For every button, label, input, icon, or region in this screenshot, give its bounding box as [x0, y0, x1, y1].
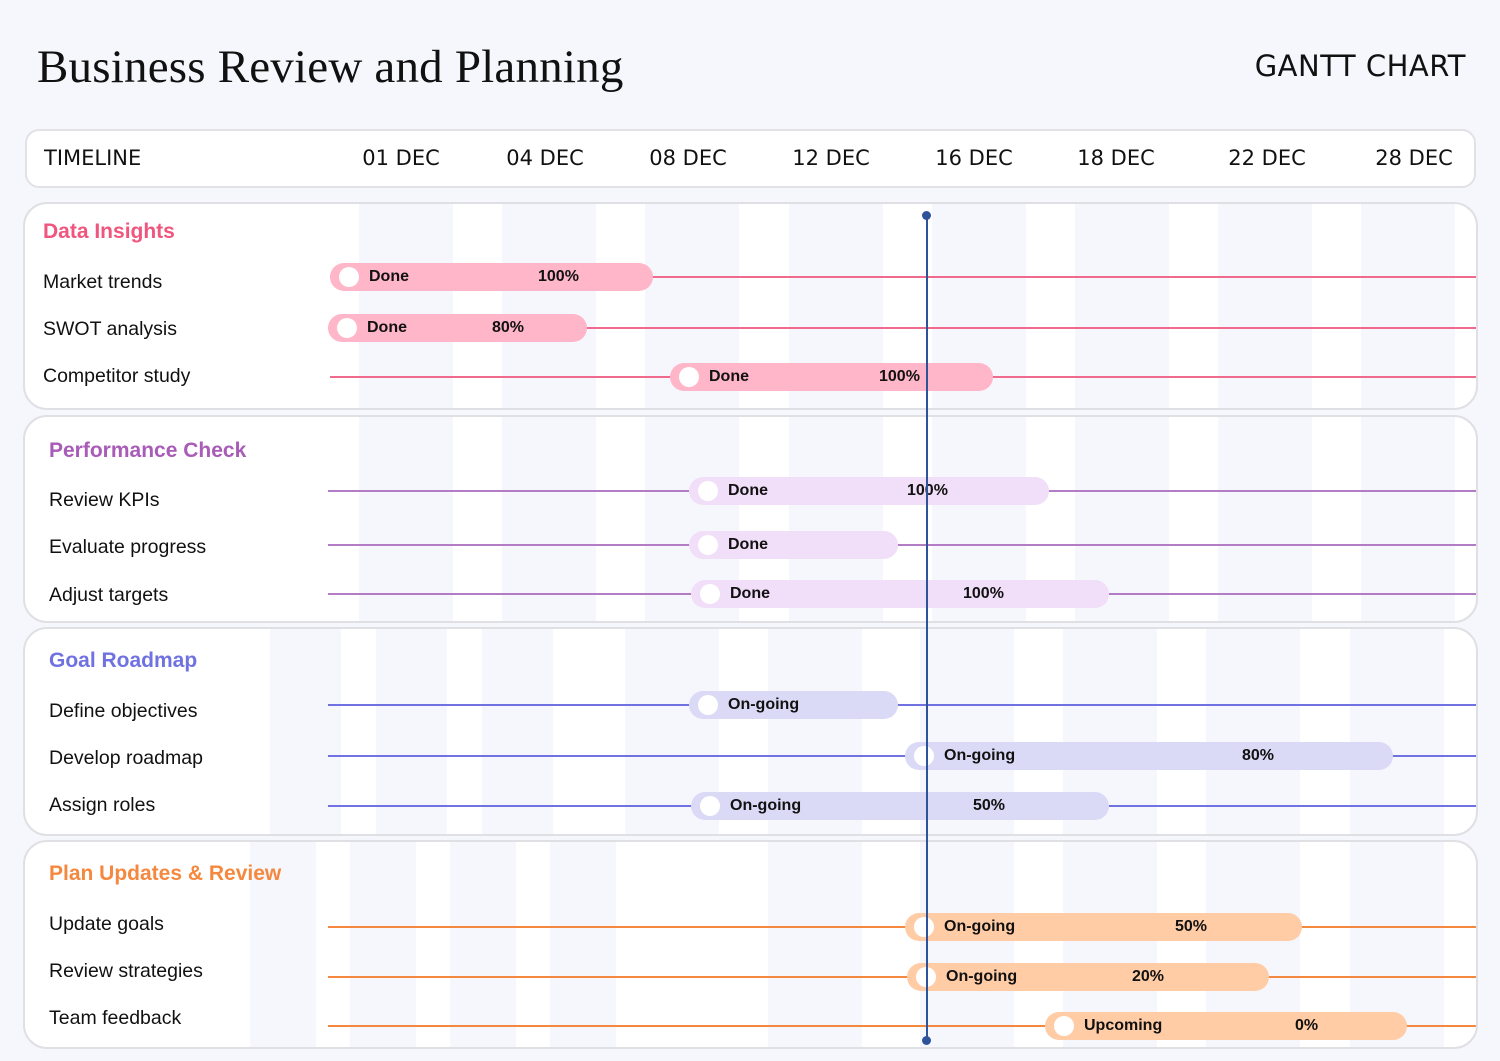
- panel-goal-roadmap: Goal Roadmap Define objectives On-going …: [23, 627, 1478, 836]
- task-status: Done: [728, 536, 768, 553]
- tick-18-dec: 18 DEC: [1077, 146, 1155, 170]
- task-status: Done: [728, 482, 768, 499]
- task-label: Review KPIs: [49, 489, 160, 511]
- task-label: Adjust targets: [49, 584, 169, 606]
- task-label: Develop roadmap: [49, 747, 203, 769]
- task-progress: 50%: [1175, 918, 1208, 935]
- task-bar-define-objectives[interactable]: On-going: [689, 691, 898, 719]
- task-progress: 0%: [1295, 1017, 1319, 1034]
- status-dot-icon: [698, 481, 718, 501]
- timeline-label: TIMELINE: [44, 146, 142, 170]
- page-title: Business Review and Planning: [37, 41, 624, 93]
- today-marker-bottom-dot-icon: [922, 1036, 931, 1045]
- task-status: Done: [709, 368, 749, 385]
- task-bar-review-strategies[interactable]: On-going 20%: [907, 963, 1269, 991]
- task-bar-competitor-study[interactable]: Done 100%: [670, 363, 993, 391]
- task-bar-assign-roles[interactable]: On-going 50%: [691, 792, 1109, 820]
- panel-title: Plan Updates & Review: [49, 862, 282, 885]
- tick-04-dec: 04 DEC: [506, 146, 584, 170]
- task-label: SWOT analysis: [43, 318, 178, 340]
- task-status: Done: [367, 319, 407, 336]
- task-progress: 20%: [1132, 968, 1165, 985]
- task-bar-evaluate-progress[interactable]: Done: [689, 531, 898, 559]
- task-label: Market trends: [43, 271, 163, 293]
- status-dot-icon: [1054, 1016, 1074, 1036]
- task-label: Competitor study: [43, 365, 191, 387]
- status-dot-icon: [698, 535, 718, 555]
- panel-data-insights: Data Insights Market trends Done 100% SW…: [23, 202, 1478, 410]
- task-bar-review-kpis[interactable]: Done 100%: [689, 477, 1049, 505]
- status-dot-icon: [698, 695, 718, 715]
- task-progress: 100%: [963, 585, 1004, 602]
- task-bar-develop-roadmap[interactable]: On-going 80%: [905, 742, 1393, 770]
- task-status: On-going: [944, 747, 1016, 764]
- tick-08-dec: 08 DEC: [649, 146, 727, 170]
- task-bar-team-feedback[interactable]: Upcoming 0%: [1045, 1012, 1407, 1040]
- task-status: Done: [369, 268, 409, 285]
- task-label: Team feedback: [49, 1007, 182, 1029]
- tick-28-dec: 28 DEC: [1375, 146, 1453, 170]
- status-dot-icon: [914, 917, 934, 937]
- task-status: On-going: [728, 696, 800, 713]
- task-status: Done: [730, 585, 770, 602]
- panel-title: Data Insights: [43, 220, 175, 243]
- status-dot-icon: [914, 746, 934, 766]
- task-progress: 100%: [879, 368, 920, 385]
- task-progress: 80%: [492, 319, 525, 336]
- timeline-header: TIMELINE 01 DEC 04 DEC 08 DEC 12 DEC 16 …: [25, 129, 1476, 188]
- task-label: Assign roles: [49, 794, 156, 816]
- today-marker-line: [926, 215, 928, 1041]
- panel-performance-check: Performance Check Review KPIs Done 100% …: [23, 415, 1478, 623]
- tick-01-dec: 01 DEC: [362, 146, 440, 170]
- task-label: Review strategies: [49, 960, 203, 982]
- chart-type-label: GANTT CHART: [1254, 49, 1466, 83]
- status-dot-icon: [679, 367, 699, 387]
- task-progress: 100%: [538, 268, 579, 285]
- task-progress: 80%: [1242, 747, 1275, 764]
- task-bar-update-goals[interactable]: On-going 50%: [905, 913, 1302, 941]
- panel-title: Performance Check: [49, 439, 247, 462]
- task-status: Upcoming: [1084, 1017, 1163, 1034]
- tick-22-dec: 22 DEC: [1228, 146, 1306, 170]
- task-progress: 50%: [973, 797, 1006, 814]
- task-status: On-going: [946, 968, 1018, 985]
- task-label: Define objectives: [49, 700, 198, 722]
- today-marker-top-dot-icon: [922, 211, 931, 220]
- status-dot-icon: [339, 267, 359, 287]
- task-status: On-going: [944, 918, 1016, 935]
- task-status: On-going: [730, 797, 802, 814]
- task-bar-swot-analysis[interactable]: Done 80%: [328, 314, 587, 342]
- status-dot-icon: [700, 584, 720, 604]
- tick-12-dec: 12 DEC: [792, 146, 870, 170]
- status-dot-icon: [700, 796, 720, 816]
- panel-title: Goal Roadmap: [49, 649, 198, 672]
- task-label: Update goals: [49, 913, 164, 935]
- task-bar-adjust-targets[interactable]: Done 100%: [691, 580, 1109, 608]
- panel-plan-updates-review: Plan Updates & Review Update goals On-go…: [23, 840, 1478, 1049]
- tick-16-dec: 16 DEC: [935, 146, 1013, 170]
- status-dot-icon: [337, 318, 357, 338]
- task-label: Evaluate progress: [49, 536, 207, 558]
- task-bar-market-trends[interactable]: Done 100%: [330, 263, 653, 291]
